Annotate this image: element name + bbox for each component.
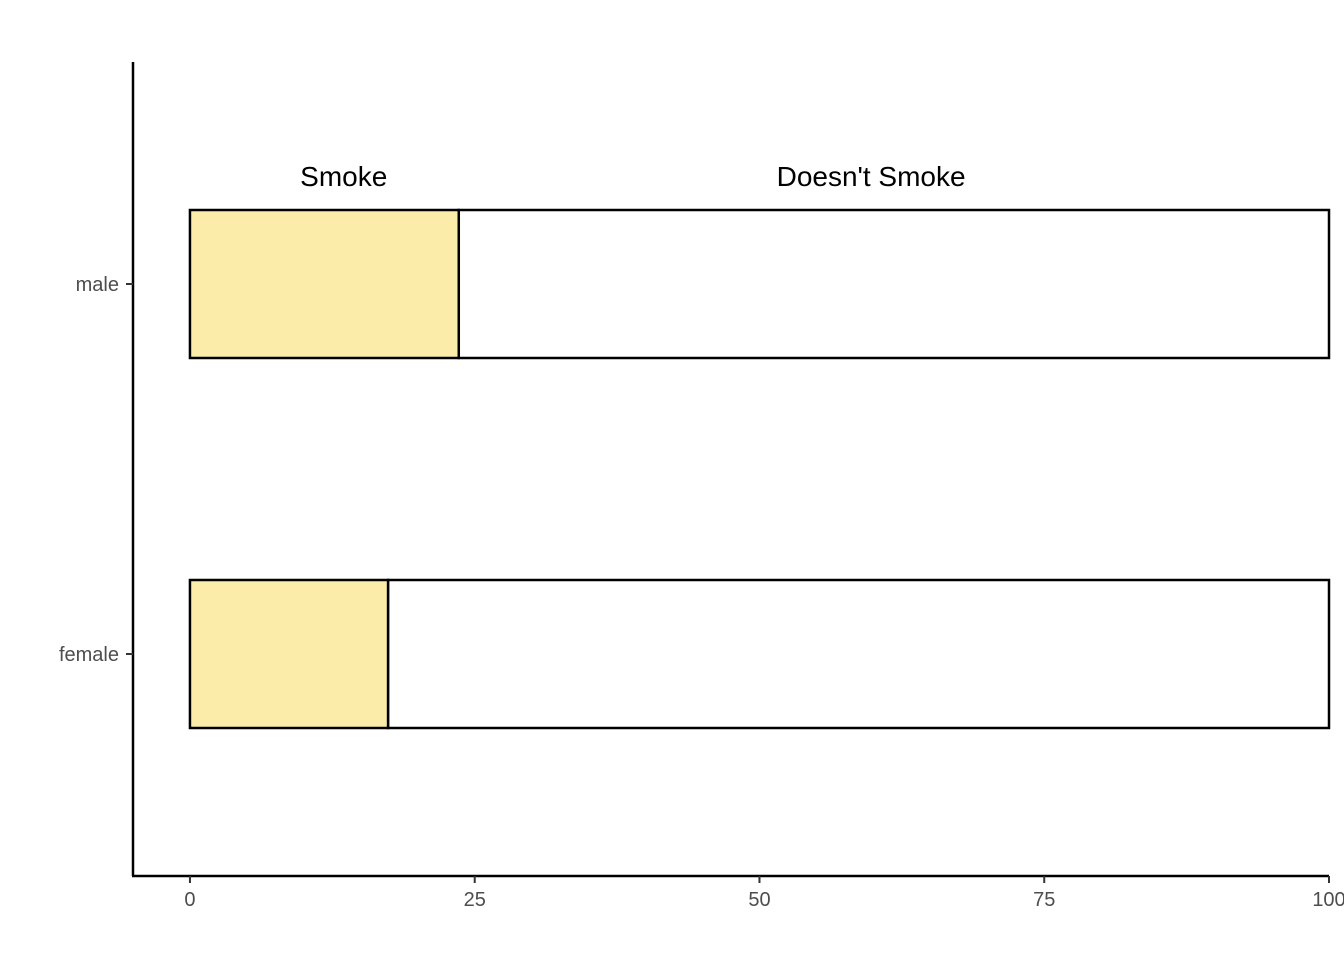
bar-female-segment-2 (386, 578, 1331, 730)
bar-male-segment-2 (457, 208, 1331, 360)
bar-female-segment-1 (188, 578, 390, 730)
annotations-layer: Smoke Doesn't Smoke (300, 161, 965, 192)
bars-layer (188, 208, 1331, 730)
annotation-label-2: Doesn't Smoke (777, 161, 966, 192)
x-tick-label: 100 (1312, 889, 1344, 911)
bar-male-segment-1 (188, 208, 461, 360)
y-tick-label-female: female (59, 644, 119, 666)
y-tick-label-male: male (76, 274, 119, 296)
axes-layer: 0 25 50 75 100 male female (59, 62, 1344, 911)
x-tick-label: 50 (748, 889, 770, 911)
annotation-label-1: Smoke (300, 161, 387, 192)
x-tick-label: 0 (184, 889, 195, 911)
x-tick-label: 25 (464, 889, 486, 911)
x-tick-label: 75 (1033, 889, 1055, 911)
